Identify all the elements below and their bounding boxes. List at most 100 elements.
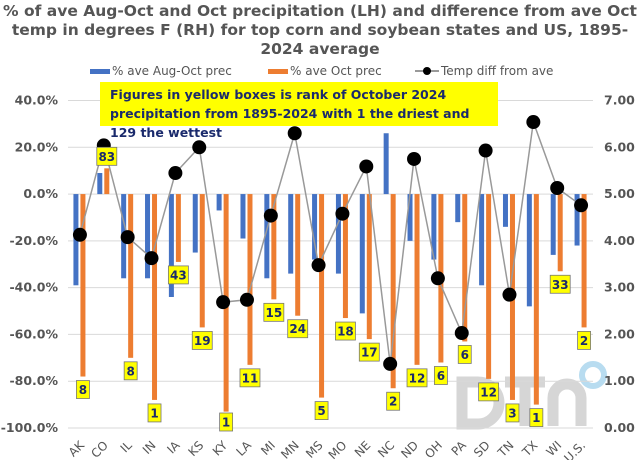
- x-tick-label: U.S.: [561, 438, 588, 460]
- x-tick-label: KS: [186, 438, 207, 459]
- rank-label: 11: [242, 371, 259, 385]
- rank-label: 6: [461, 348, 469, 362]
- bar-aug-oct-OH: [431, 194, 437, 260]
- legend-item-aug-oct: % ave Aug-Oct prec: [90, 64, 232, 78]
- bar-oct-MN: [295, 194, 301, 316]
- bar-oct-MI: [271, 194, 277, 300]
- rank-label: 17: [361, 346, 378, 360]
- bar-aug-oct-MI: [264, 194, 270, 279]
- temp-point-IN: [144, 251, 159, 266]
- rank-box-LA: [239, 368, 261, 388]
- rank-label: 19: [194, 334, 211, 348]
- x-tick-label: ND: [398, 438, 421, 460]
- rank-box-NC: [386, 391, 401, 411]
- bar-oct-PA: [462, 194, 468, 342]
- rank-box-KS: [191, 331, 213, 350]
- temp-point-MN: [287, 126, 302, 141]
- bar-oct-U.S.: [581, 194, 587, 328]
- bar-aug-oct-SD: [479, 194, 485, 286]
- rank-label: 83: [98, 150, 115, 164]
- left-tick-label: -40.0%: [9, 280, 58, 295]
- bar-aug-oct-NE: [359, 194, 365, 314]
- bar-aug-oct-NC: [383, 133, 389, 195]
- bar-aug-oct-IN: [145, 194, 151, 279]
- right-tick-label: 3.00: [604, 280, 635, 295]
- x-tick-label: MO: [326, 438, 350, 460]
- temp-point-WI: [550, 180, 565, 195]
- x-tick-label: CO: [88, 438, 111, 460]
- left-tick-label: 40.0%: [15, 93, 59, 108]
- rank-box-MI: [263, 302, 285, 322]
- temp-point-TN: [502, 287, 517, 302]
- right-tick-label: 7.00: [604, 93, 635, 108]
- legend-item-temp: Temp diff from ave: [415, 64, 553, 78]
- temp-point-IL: [120, 230, 135, 245]
- bar-aug-oct-KS: [192, 194, 198, 253]
- bar-aug-oct-MS: [312, 194, 318, 260]
- bar-oct-ND: [414, 194, 420, 365]
- bar-oct-NC: [390, 194, 396, 389]
- temp-point-LA: [239, 292, 254, 307]
- right-tick-label: 4.00: [604, 233, 635, 248]
- x-tick-label: IN: [140, 438, 159, 457]
- rank-label: 1: [150, 406, 158, 420]
- bar-oct-AK: [80, 194, 86, 377]
- rank-box-CO: [96, 146, 118, 166]
- left-tick-label: -100.0%: [1, 420, 59, 435]
- x-tick-label: PA: [449, 438, 470, 459]
- bar-oct-SD: [486, 194, 492, 379]
- bar-oct-MO: [342, 194, 348, 319]
- rank-label: 2: [580, 334, 588, 348]
- rank-label: 6: [437, 369, 445, 383]
- rank-box-MN: [287, 319, 309, 339]
- rank-label: 15: [265, 306, 282, 320]
- temp-point-SD: [478, 143, 493, 158]
- x-tick-label: TX: [519, 438, 541, 460]
- x-tick-label: MS: [303, 438, 326, 460]
- x-tick-label: MI: [258, 438, 278, 458]
- left-tick-label: 20.0%: [15, 139, 59, 154]
- rank-box-NE: [358, 342, 380, 362]
- bar-aug-oct-TX: [526, 194, 532, 307]
- x-tick-label: SD: [471, 438, 493, 460]
- rank-box-IL: [123, 361, 138, 381]
- right-tick-label: 5.00: [604, 186, 635, 201]
- temp-point-MO: [335, 206, 350, 221]
- right-tick-label: 6.00: [604, 139, 635, 154]
- x-tick-label: LA: [233, 438, 254, 459]
- rank-box-ND: [406, 368, 428, 388]
- bar-oct-LA: [247, 194, 253, 365]
- rank-label: 3: [508, 406, 516, 420]
- rank-box-TN: [505, 403, 520, 423]
- temp-point-PA: [454, 326, 469, 341]
- x-tick-label: TN: [494, 438, 516, 460]
- temp-point-OH: [430, 271, 445, 286]
- right-tick-label: 0.00: [604, 420, 635, 435]
- rank-box-PA: [457, 345, 472, 364]
- temp-line: [79, 121, 582, 364]
- left-tick-label: -60.0%: [9, 326, 58, 341]
- rank-box-MO: [335, 321, 356, 341]
- left-tick-label: 0.0%: [23, 186, 58, 201]
- bar-aug-oct-KY: [216, 194, 222, 211]
- right-tick-label: 2.00: [604, 326, 635, 341]
- rank-label: 1: [222, 416, 230, 430]
- rank-label: 8: [79, 383, 87, 397]
- temp-point-NC: [383, 356, 398, 371]
- rank-label: 43: [170, 268, 187, 282]
- legend-label: Temp diff from ave: [441, 64, 554, 78]
- legend-swatch-orange: [268, 68, 288, 74]
- rank-label: 33: [552, 278, 569, 292]
- rank-box-KY: [219, 412, 234, 432]
- legend-label: % ave Oct prec: [290, 64, 382, 78]
- chart-title: % of ave Aug-Oct and Oct precipitation (…: [3, 2, 637, 58]
- rank-label: 8: [126, 364, 134, 378]
- temp-point-U.S.: [574, 198, 589, 213]
- temp-point-ND: [407, 151, 422, 166]
- bar-oct-IN: [152, 194, 158, 400]
- rank-box-IA: [167, 265, 189, 285]
- legend-label: % ave Aug-Oct prec: [112, 64, 232, 78]
- bar-aug-oct-LA: [240, 194, 246, 239]
- bar-oct-TX: [533, 194, 539, 405]
- x-tick-label: NE: [352, 438, 374, 460]
